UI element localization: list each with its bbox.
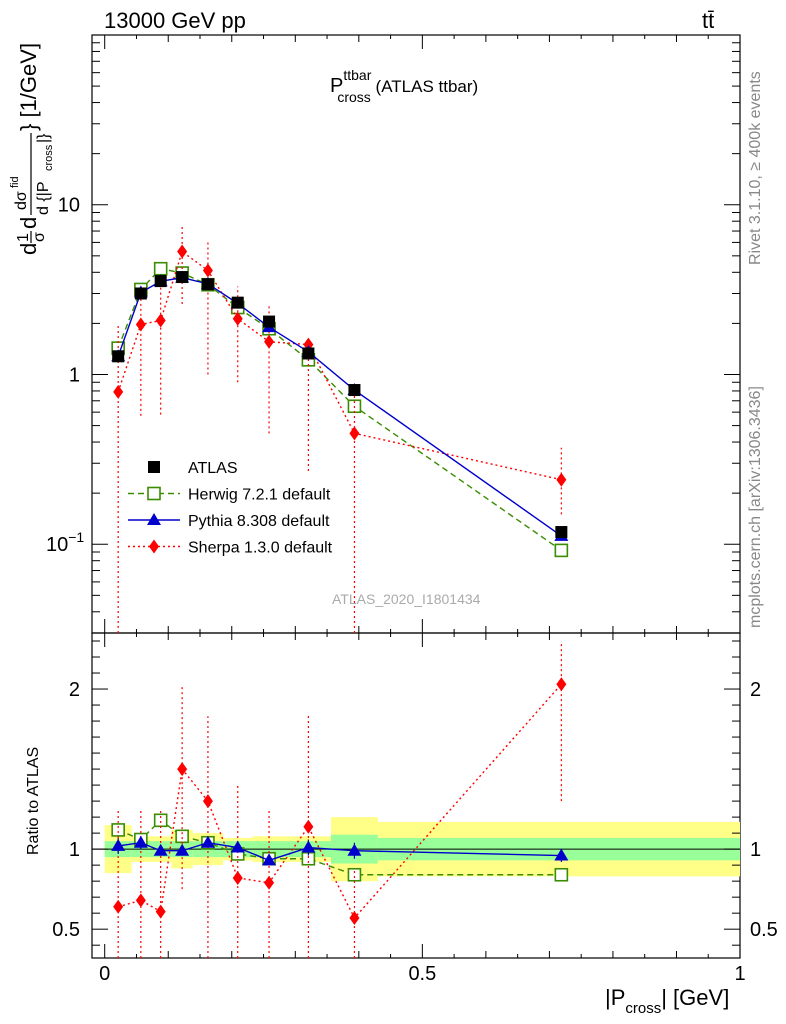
series-3 (113, 224, 567, 958)
y-axis-label: d 1σ d dσfid d {|Pcross|} } [1/GeV] (9, 43, 55, 255)
x-axis-label: |Pcross| [GeV] (605, 985, 729, 1017)
ratio-point-3-1 (135, 893, 146, 908)
y-tick-label-1: 1 (69, 364, 80, 386)
legend-marker-3 (149, 539, 159, 554)
main-point-0-1 (134, 287, 147, 300)
y-tick-label-2: 10 (58, 195, 80, 217)
ratio-point-3-6 (264, 875, 275, 890)
ratio-point-3-2 (155, 904, 166, 919)
ratio-line-2 (118, 842, 562, 862)
main-point-1-9 (554, 543, 569, 558)
ratio-point-2-6 (262, 853, 277, 866)
series-layer (111, 224, 569, 958)
ratio-point-2-3 (175, 843, 190, 856)
ratio-point-1-3 (175, 829, 189, 844)
ratio-point-2-7 (301, 840, 316, 853)
x-tick-label-1: 0.5 (408, 963, 436, 985)
svg-text:d: d (16, 243, 41, 255)
ratio-point-2-0 (111, 838, 126, 851)
main-point-3-2 (155, 313, 166, 328)
analysis-tag: ATLAS_2020_I1801434 (332, 591, 481, 607)
ratio-point-2-8 (347, 843, 362, 856)
chart-title: Pttbar cross (ATLAS ttbar) (330, 67, 478, 105)
ratio-y-label: Ratio to ATLAS (25, 747, 42, 855)
ratio-point-3-8 (349, 910, 360, 925)
main-point-3-4 (202, 263, 213, 278)
ratio-point-2-1 (133, 835, 148, 848)
legend-label-2: Pythia 8.308 default (188, 513, 330, 530)
main-point-0-9 (555, 526, 568, 539)
svg-text:} [1/GeV]: } [1/GeV] (16, 43, 41, 131)
main-point-0-2 (154, 275, 167, 288)
ratio-point-1-0 (111, 823, 125, 837)
ratio-tick-label-left-1: 1 (69, 839, 80, 861)
legend-label-1: Herwig 7.2.1 default (188, 487, 331, 504)
main-point-3-6 (264, 334, 275, 349)
ratio-point-1-8 (347, 867, 362, 882)
main-point-0-3 (176, 271, 189, 284)
main-point-3-9 (556, 472, 567, 487)
series-0 (112, 271, 568, 539)
legend-marker-2 (147, 513, 161, 525)
energy-label: 13000 GeV pp (104, 8, 246, 33)
main-line-1 (117, 267, 562, 551)
ratio-point-3-7 (303, 819, 314, 834)
main-point-3-1 (135, 317, 146, 332)
ratio-point-3-4 (202, 794, 213, 809)
legend-marker-0 (148, 461, 160, 473)
ratio-line-1 (117, 819, 562, 876)
process-label: tt̄ (702, 8, 714, 33)
main-point-3-0 (113, 384, 124, 399)
mcplots-label: mcplots.cern.ch [arXiv:1306.3436] (747, 386, 764, 628)
ratio-tick-label-right-0: 0.5 (750, 919, 778, 941)
ratio-point-1-9 (554, 867, 569, 882)
ratio-tick-label-left-0: 0.5 (52, 919, 80, 941)
legend-marker-1 (147, 486, 161, 501)
main-point-0-0 (112, 350, 125, 363)
main-point-0-7 (302, 347, 315, 360)
ratio-frame (91, 632, 741, 959)
ratio-point-2-9 (554, 848, 569, 861)
main-point-0-6 (263, 315, 276, 328)
ratio-point-3-9 (556, 677, 567, 692)
ratio-tick-label-right-1: 1 (750, 839, 761, 861)
main-point-3-8 (349, 426, 360, 441)
series-1 (111, 261, 569, 882)
ratio-tick-label-left-2: 2 (69, 679, 80, 701)
main-point-0-8 (348, 384, 361, 397)
main-point-0-5 (231, 296, 244, 309)
x-tick-label-2: 1 (734, 963, 745, 985)
ratio-point-3-5 (232, 870, 243, 885)
main-line-2 (117, 276, 562, 537)
rivet-label: Rivet 3.1.10, ≥ 400k events (747, 71, 764, 265)
svg-text:d: d (16, 217, 41, 229)
ratio-point-3-0 (113, 899, 124, 914)
series-2 (111, 270, 569, 866)
y-tick-label-0: 10−1 (46, 529, 84, 556)
ratio-point-2-5 (230, 840, 245, 853)
ratio-point-3-3 (177, 762, 188, 777)
legend-label-0: ATLAS (188, 460, 238, 477)
legend-label-3: Sherpa 1.3.0 default (188, 540, 333, 557)
main-line-3 (117, 250, 562, 481)
ratio-line-3 (117, 683, 562, 920)
svg-text:1σ: 1σ (15, 232, 48, 242)
main-point-0-4 (201, 278, 214, 291)
main-point-3-5 (232, 311, 243, 326)
ratio-point-2-4 (200, 835, 215, 848)
main-point-1-2 (153, 261, 168, 276)
ratio-point-2-2 (153, 843, 168, 856)
x-tick-label-0: 0 (99, 963, 110, 985)
legend: ATLAS Herwig 7.2.1 default Pythia 8.308 de… (128, 460, 333, 557)
main-point-3-3 (177, 244, 188, 259)
ratio-tick-label-right-2: 2 (750, 679, 761, 701)
